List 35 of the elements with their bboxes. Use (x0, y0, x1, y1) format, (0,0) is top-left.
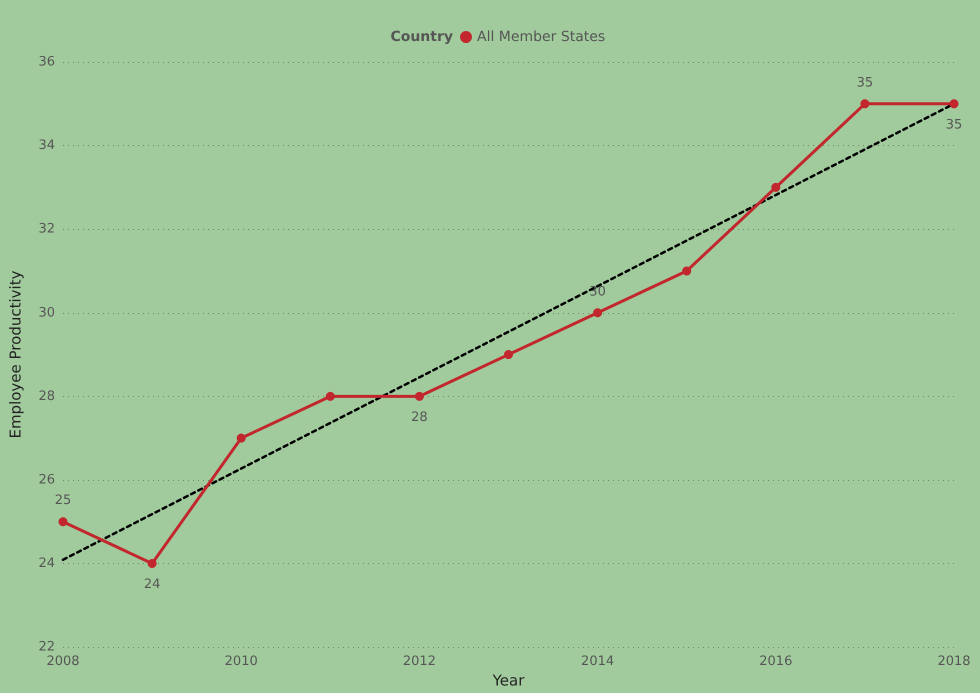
y-tick-label: 24 (38, 556, 55, 572)
point (236, 434, 246, 443)
legend-label: All Member States (477, 29, 606, 45)
data-label: 24 (144, 577, 160, 592)
y-tick-label: 34 (38, 138, 55, 154)
y-tick-label: 28 (38, 388, 55, 404)
y-tick-label: 36 (38, 54, 55, 70)
point (593, 308, 602, 318)
x-tick-label: 2018 (937, 654, 971, 670)
point (860, 99, 870, 108)
point (504, 350, 513, 360)
point (414, 392, 424, 401)
data-label: 30 (589, 284, 606, 300)
point (771, 182, 780, 192)
data-label: 35 (856, 75, 874, 90)
y-tick-label: 22 (38, 640, 55, 655)
point (682, 266, 692, 276)
y-tick-label: 30 (38, 305, 55, 320)
x-tick-label: 2010 (224, 654, 258, 670)
y-tick-label: 26 (38, 472, 55, 488)
x-tick-label: 2016 (759, 654, 792, 670)
data-label: 25 (54, 493, 72, 508)
x-tick-label: 2012 (402, 654, 436, 670)
legend-title: Country (390, 29, 453, 45)
y-axis-title: Employee Productivity (6, 270, 24, 439)
data-label: 28 (411, 410, 428, 425)
point (58, 517, 68, 526)
data-label: 35 (946, 117, 962, 132)
point (326, 392, 335, 401)
x-tick-label: 2014 (581, 654, 614, 670)
y-tick-label: 32 (38, 222, 55, 237)
x-axis-title: Year (492, 672, 526, 690)
x-tick-label: 2008 (46, 654, 80, 670)
point (950, 99, 958, 108)
point (148, 559, 157, 568)
